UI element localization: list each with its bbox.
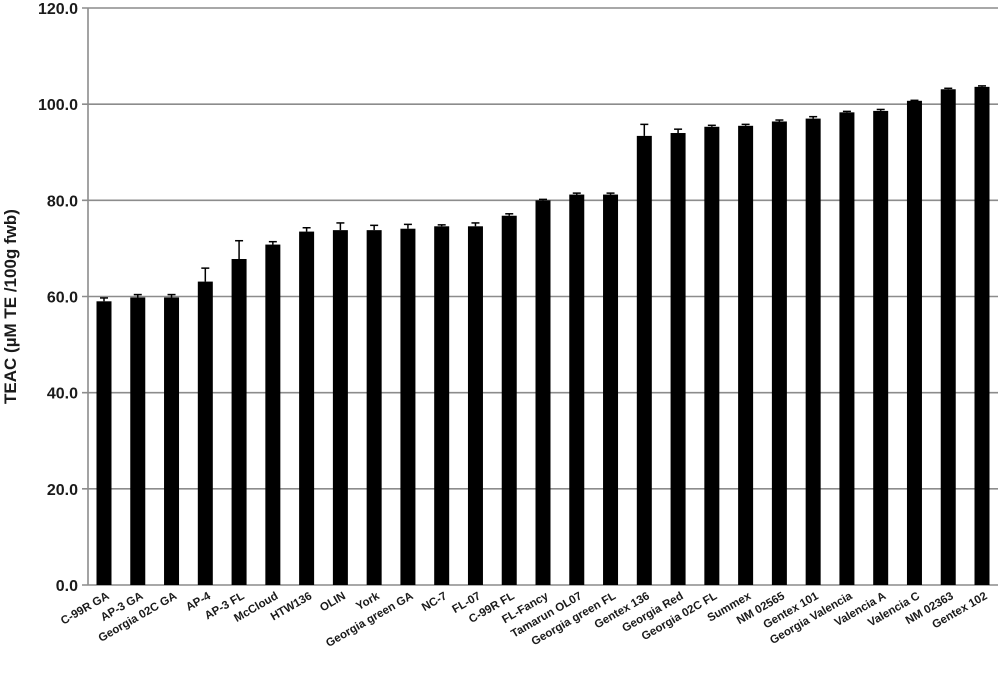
bar bbox=[771, 121, 787, 585]
bar bbox=[501, 215, 517, 585]
bar bbox=[569, 194, 585, 585]
y-tick-label: 0.0 bbox=[56, 578, 78, 595]
y-axis-title: TEAC (µM TE /100g fwb) bbox=[1, 209, 20, 404]
bar bbox=[805, 118, 821, 585]
bar bbox=[265, 244, 281, 585]
bar bbox=[231, 258, 247, 585]
y-tick-label: 100.0 bbox=[38, 97, 78, 114]
x-category-label: OLIN bbox=[318, 590, 348, 614]
bar bbox=[434, 226, 450, 585]
bar bbox=[299, 231, 315, 585]
bar bbox=[332, 230, 348, 585]
bar bbox=[400, 228, 416, 585]
bar bbox=[906, 100, 922, 585]
y-tick-label: 60.0 bbox=[47, 290, 78, 307]
bar bbox=[974, 86, 990, 586]
bar bbox=[839, 112, 855, 586]
bars bbox=[96, 86, 990, 586]
y-tick-label: 80.0 bbox=[47, 193, 78, 210]
bar bbox=[873, 110, 889, 586]
bar bbox=[603, 194, 619, 585]
x-category-label: NC-7 bbox=[420, 590, 449, 614]
bar bbox=[467, 226, 483, 585]
y-tick-label: 120.0 bbox=[38, 1, 78, 18]
bar bbox=[197, 281, 213, 585]
bar bbox=[96, 301, 112, 585]
bar bbox=[940, 89, 956, 585]
bar bbox=[130, 297, 146, 585]
bar bbox=[704, 126, 720, 585]
y-tick-label: 40.0 bbox=[47, 386, 78, 403]
y-tick-label: 20.0 bbox=[47, 482, 78, 499]
y-axis-tick-labels: 0.0 20.0 40.0 60.0 80.0 100.0 120.0 bbox=[38, 1, 78, 595]
bar bbox=[164, 297, 180, 585]
bar bbox=[670, 133, 686, 585]
bar bbox=[535, 200, 551, 586]
error-bars bbox=[100, 85, 986, 302]
bar bbox=[636, 135, 652, 585]
bar bbox=[366, 230, 382, 585]
bar bbox=[738, 125, 754, 585]
